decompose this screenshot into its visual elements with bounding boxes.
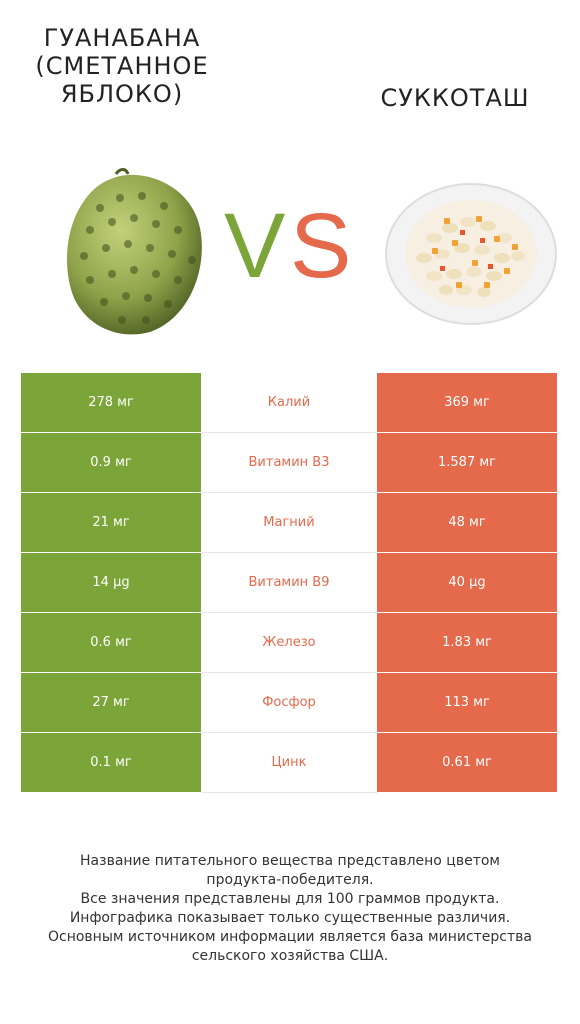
table-row: 0.1 мг Цинк 0.61 мг bbox=[21, 732, 557, 793]
right-value: 40 µg bbox=[377, 552, 557, 613]
left-value: 0.6 мг bbox=[21, 612, 201, 673]
nutrient-name: Железо bbox=[201, 612, 377, 673]
table-row: 0.6 мг Железо 1.83 мг bbox=[21, 612, 557, 673]
left-value: 21 мг bbox=[21, 492, 201, 553]
right-food-title: СУККОТАШ bbox=[380, 84, 530, 112]
footer-notes: Название питательного вещества представл… bbox=[20, 852, 560, 966]
vs-s-letter: S bbox=[290, 195, 351, 295]
table-row: 278 мг Калий 369 мг bbox=[21, 373, 557, 433]
footer-line: Название питательного вещества представл… bbox=[80, 853, 500, 869]
vs-v-letter: V bbox=[224, 195, 285, 295]
left-value: 27 мг bbox=[21, 672, 201, 733]
left-food-title: ГУАНАБАНА (СМЕТАННОЕ ЯБЛОКО) bbox=[35, 24, 209, 108]
footer-line: Основным источником информации является … bbox=[48, 929, 532, 945]
succotash-image bbox=[385, 183, 557, 325]
right-value: 48 мг bbox=[377, 492, 557, 553]
right-value: 113 мг bbox=[377, 672, 557, 733]
vs-label: V S bbox=[224, 195, 351, 295]
nutrient-name: Калий bbox=[201, 373, 377, 433]
nutrient-name: Витамин B9 bbox=[201, 552, 377, 613]
table-row: 21 мг Магний 48 мг bbox=[21, 492, 557, 553]
right-value: 0.61 мг bbox=[377, 732, 557, 793]
table-row: 27 мг Фосфор 113 мг bbox=[21, 672, 557, 733]
right-value: 369 мг bbox=[377, 373, 557, 433]
footer-line: Инфографика показывает только существенн… bbox=[69, 910, 511, 926]
left-value: 0.1 мг bbox=[21, 732, 201, 793]
left-value: 278 мг bbox=[21, 373, 201, 433]
comparison-table: 278 мг Калий 369 мг 0.9 мг Витамин B3 1.… bbox=[21, 373, 557, 793]
right-value: 1.587 мг bbox=[377, 432, 557, 493]
footer-line: продукта-победителя. bbox=[206, 872, 374, 888]
table-row: 0.9 мг Витамин B3 1.587 мг bbox=[21, 432, 557, 493]
footer-line: Все значения представлены для 100 граммо… bbox=[80, 891, 500, 907]
footer-line: сельского хозяйства США. bbox=[191, 948, 389, 964]
nutrient-name: Цинк bbox=[201, 732, 377, 793]
soursop-image bbox=[67, 168, 202, 335]
nutrient-name: Витамин B3 bbox=[201, 432, 377, 493]
left-value: 14 µg bbox=[21, 552, 201, 613]
left-value: 0.9 мг bbox=[21, 432, 201, 493]
table-row: 14 µg Витамин B9 40 µg bbox=[21, 552, 557, 613]
nutrient-name: Магний bbox=[201, 492, 377, 553]
right-value: 1.83 мг bbox=[377, 612, 557, 673]
nutrient-name: Фосфор bbox=[201, 672, 377, 733]
